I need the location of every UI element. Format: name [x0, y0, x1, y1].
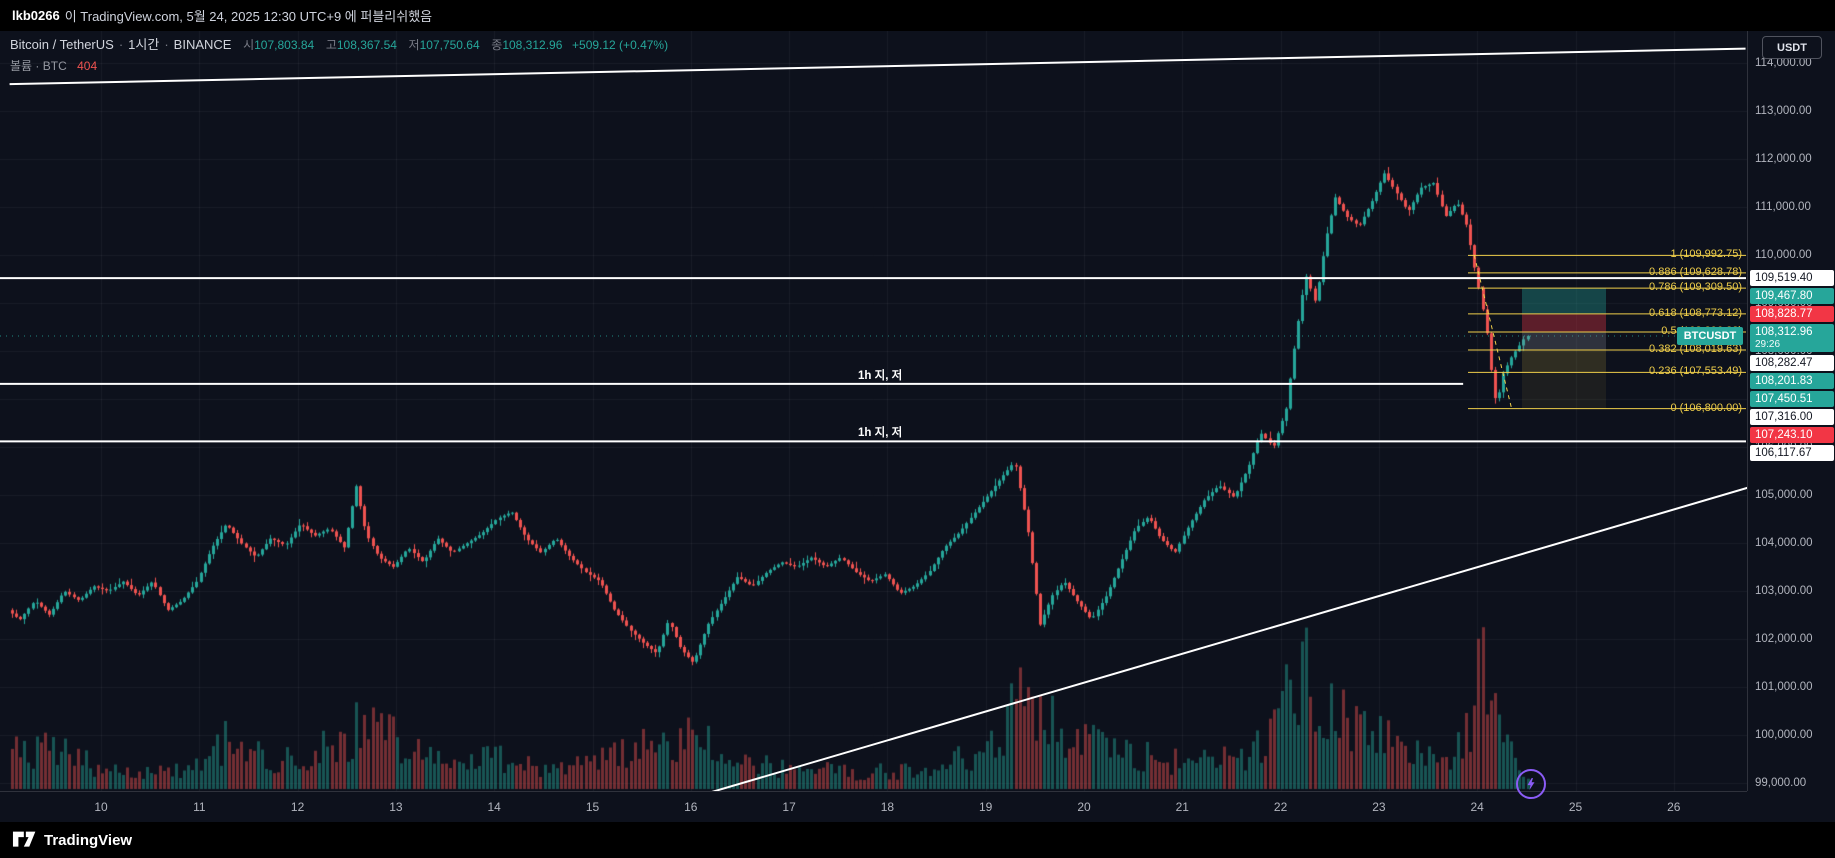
- price-level-badge: 109,467.80: [1750, 287, 1834, 304]
- open-label: 시: [243, 38, 255, 52]
- high-value: 108,367.54: [336, 38, 397, 52]
- axis-price-label: 114,000.00: [1755, 57, 1812, 69]
- axis-time-label: 12: [290, 800, 305, 814]
- close-label: 종: [491, 38, 503, 52]
- price-level-badge: 107,243.10: [1750, 426, 1834, 443]
- axis-price-label: 102,000.00: [1755, 633, 1813, 645]
- interval-label[interactable]: 1시간: [128, 37, 160, 52]
- symbol-price-label: BTCUSDT: [1677, 326, 1743, 345]
- brand-name: TradingView: [44, 831, 133, 849]
- open-value: 107,803.84: [254, 38, 315, 52]
- axis-time-label: 23: [1372, 800, 1386, 814]
- flash-icon[interactable]: [1516, 769, 1546, 799]
- price-change: +509.12 (+0.47%): [572, 38, 669, 52]
- axis-time-label: 10: [94, 800, 108, 814]
- price-level-badge: 108,828.77: [1750, 305, 1834, 322]
- axis-price-label: 112,000.00: [1755, 153, 1812, 165]
- tradingview-logo[interactable]: TradingView: [12, 831, 132, 850]
- candlestick-chart-canvas[interactable]: [0, 31, 1747, 791]
- separator: ·: [118, 37, 124, 52]
- axis-time-label: 26: [1667, 800, 1681, 814]
- axis-time-label: 25: [1568, 800, 1583, 814]
- axis-time-label: 13: [389, 800, 403, 814]
- price-level-badge: 107,450.51: [1750, 390, 1834, 407]
- currency-toggle-button[interactable]: USDT: [1762, 36, 1822, 59]
- lightning-bolt-icon: [1527, 778, 1535, 790]
- volume-value: 404: [77, 59, 98, 73]
- axis-time-label: 15: [585, 800, 600, 814]
- axis-time-label: 24: [1470, 800, 1484, 814]
- axis-time-label: 16: [684, 800, 698, 814]
- tradingview-logo-icon: [12, 831, 36, 847]
- axis-price-label: 104,000.00: [1755, 537, 1813, 549]
- axis-time-label: 19: [979, 800, 993, 814]
- axis-price-label: 100,000.00: [1755, 729, 1813, 741]
- high-label: 고: [325, 38, 337, 52]
- bar-countdown: 29:26: [1755, 338, 1781, 350]
- bottom-bar: TradingView: [0, 822, 1835, 858]
- axis-price-label: 111,000.00: [1755, 201, 1811, 213]
- axis-time-label: 21: [1175, 800, 1189, 814]
- axis-time-label: 14: [487, 800, 501, 814]
- chart-region: 1 (109,992.75) 0.886 (109,628.78) 0.786 (1…: [0, 31, 1835, 822]
- publish-bar: lkb0266 이 TradingView.com, 5월 24, 2025 1…: [0, 0, 1835, 31]
- time-axis[interactable]: 10 11 12 13 14 15 16 17 18 19 20 21 22 23 24 25 26: [0, 791, 1747, 823]
- exchange-label[interactable]: BINANCE: [173, 37, 232, 52]
- publisher-username[interactable]: lkb0266: [12, 8, 60, 23]
- axis-time-label: 11: [193, 800, 206, 814]
- close-value: 108,312.96: [502, 38, 563, 52]
- axis-price-label: 101,000.00: [1755, 681, 1813, 693]
- axis-time-label: 22: [1273, 800, 1288, 814]
- axis-price-label: 113,000.00: [1755, 105, 1812, 117]
- separator: ·: [164, 37, 169, 52]
- volume-indicator-label[interactable]: 볼륨 · BTC: [10, 59, 67, 73]
- axis-price-label: 99,000.00: [1755, 777, 1807, 789]
- axis-price-label: 103,000.00: [1755, 585, 1813, 597]
- publish-info-text: 이 TradingView.com, 5월 24, 2025 12:30 UTC…: [64, 9, 433, 24]
- axis-time-label: 20: [1077, 800, 1091, 814]
- axis-price-label: 105,000.00: [1755, 489, 1813, 501]
- current-price-badge: 108,312.96 29:26: [1750, 323, 1834, 352]
- low-label: 저: [408, 38, 420, 52]
- axis-price-label: 110,000.00: [1755, 249, 1812, 261]
- axis-time-label: 18: [880, 800, 895, 814]
- price-level-badge: 106,117.67: [1750, 444, 1834, 461]
- price-level-badge: 107,316.00: [1750, 408, 1834, 425]
- price-level-badge: 108,201.83: [1750, 372, 1834, 389]
- price-level-badge: 108,282.47: [1750, 354, 1834, 371]
- price-axis[interactable]: 99,000.00 100,000.00 101,000.00 102,000.00 1…: [1747, 31, 1835, 791]
- price-level-badge: 109,519.40: [1750, 269, 1834, 286]
- chart-legend: Bitcoin / TetherUS · 1시간 · BINANCE 시107,803.…: [10, 36, 668, 75]
- low-value: 107,750.64: [419, 38, 480, 52]
- axis-time-label: 17: [782, 800, 796, 814]
- symbol-title[interactable]: Bitcoin / TetherUS: [10, 37, 114, 52]
